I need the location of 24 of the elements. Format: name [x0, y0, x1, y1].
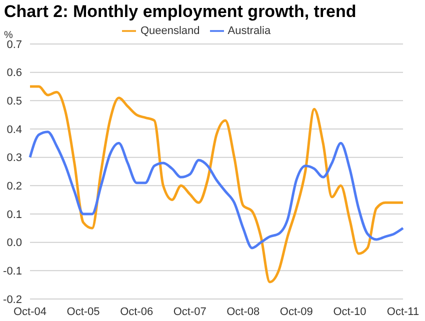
- x-tick-label: Oct-07: [173, 306, 206, 318]
- y-tick-label: 0.6: [6, 67, 22, 80]
- x-tick-label: Oct-06: [120, 306, 154, 318]
- y-tick-label: -0.1: [3, 266, 22, 278]
- y-tick-label: 0.5: [6, 96, 22, 108]
- line-series: [28, 85, 404, 284]
- y-tick-label: 0.1: [6, 208, 22, 221]
- y-tick-label: 0.4: [6, 124, 22, 136]
- y-tick-label: 0.0: [6, 237, 22, 250]
- x-tick-label: Oct-05: [66, 306, 100, 318]
- legend-label: Australia: [228, 24, 271, 37]
- y-tick-label: 0.3: [6, 152, 22, 164]
- x-tick-label: Oct-08: [226, 306, 260, 318]
- line-series: [28, 130, 404, 250]
- x-tick-label: Oct-11: [386, 306, 420, 318]
- y-tick-label: -0.2: [3, 294, 22, 306]
- x-tick-label: Oct-04: [13, 306, 47, 318]
- legend-label: Queensland: [140, 24, 200, 37]
- x-tick-label: Oct-09: [280, 306, 313, 318]
- chart-title: Chart 2: Monthly employment growth, trend: [4, 2, 356, 22]
- y-tick-label: 0.7: [6, 38, 22, 51]
- x-tick-label: Oct-10: [333, 306, 366, 318]
- y-axis-title: %: [4, 30, 13, 41]
- y-tick-label: 0.2: [6, 180, 22, 193]
